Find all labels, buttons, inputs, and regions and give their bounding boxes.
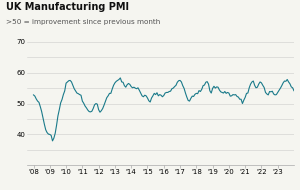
Text: >50 = improvement since previous month: >50 = improvement since previous month — [6, 19, 160, 25]
Text: UK Manufacturing PMI: UK Manufacturing PMI — [6, 2, 129, 12]
